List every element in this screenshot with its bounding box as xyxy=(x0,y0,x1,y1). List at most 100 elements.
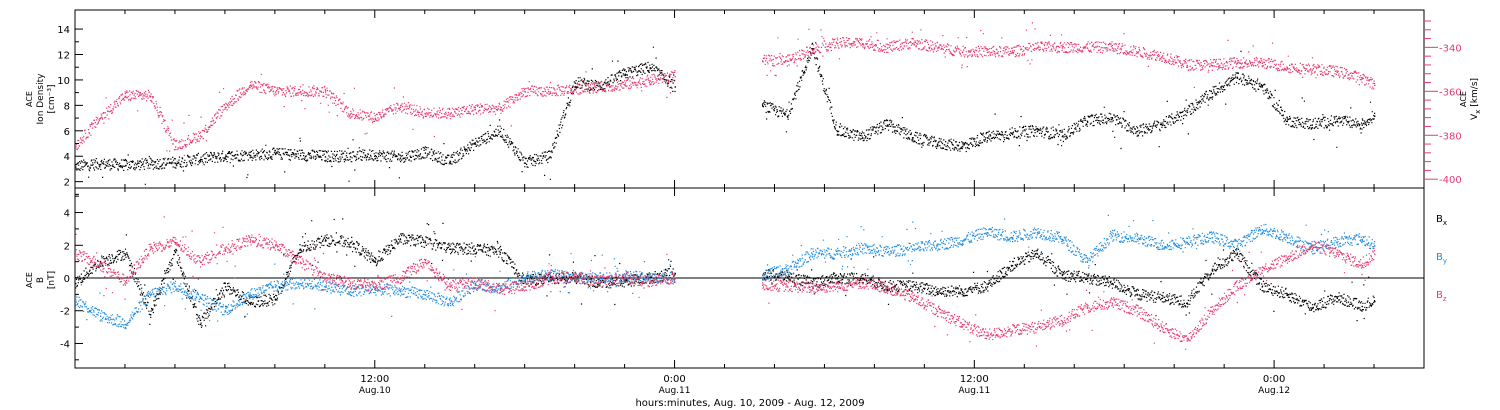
data-point xyxy=(961,146,964,148)
data-point xyxy=(836,286,839,288)
data-point xyxy=(936,245,939,247)
data-point xyxy=(1311,124,1313,126)
data-point xyxy=(249,154,252,157)
data-point xyxy=(836,42,839,45)
data-point xyxy=(75,166,77,168)
data-point xyxy=(1236,77,1239,79)
data-point xyxy=(1374,84,1376,87)
data-point xyxy=(599,278,602,280)
data-point xyxy=(449,113,452,115)
data-point xyxy=(1311,69,1313,71)
data-point xyxy=(1261,86,1264,88)
y-tick-label-left: 4 xyxy=(64,209,70,220)
data-point xyxy=(961,291,964,293)
data-point xyxy=(1261,228,1264,231)
data-point xyxy=(986,286,989,288)
data-point xyxy=(324,91,327,93)
data-point xyxy=(961,323,964,326)
x-tick-label-time: 0:00 xyxy=(1263,374,1285,385)
data-point xyxy=(1236,286,1239,288)
y-tick-label-right: -400 xyxy=(1439,175,1462,186)
data-point xyxy=(1374,253,1376,255)
data-point xyxy=(424,113,427,115)
y-tick-label-right: -340 xyxy=(1439,43,1462,54)
data-point xyxy=(1011,264,1014,267)
data-point xyxy=(761,105,764,107)
x-tick-label-time: 12:00 xyxy=(360,374,389,385)
legend-entry-bz: Bz xyxy=(1436,290,1447,303)
data-point xyxy=(1011,51,1014,54)
y-axis-title-main: Ion Density xyxy=(36,73,46,125)
data-point xyxy=(75,253,77,255)
data-point xyxy=(836,130,839,133)
data-point xyxy=(1111,47,1114,49)
data-point xyxy=(399,157,402,159)
y-axis-title-right: ACEVx [km/s] xyxy=(1459,78,1482,120)
data-point xyxy=(811,49,814,51)
y-axis-title-unit: [cm⁻³] xyxy=(47,84,57,113)
y-axis-title-main: B xyxy=(36,277,46,283)
data-point xyxy=(624,73,626,75)
data-point xyxy=(349,282,352,285)
data-point xyxy=(499,289,502,291)
data-point xyxy=(1061,320,1064,322)
data-point xyxy=(149,248,152,250)
data-point xyxy=(836,253,839,255)
legend-label-main: B xyxy=(1436,214,1443,225)
data-point xyxy=(449,161,452,163)
data-point xyxy=(1374,115,1376,117)
y-tick-label-right: -360 xyxy=(1439,87,1462,98)
y-tick-label-left: 4 xyxy=(64,152,70,163)
x-tick-label-time: 0:00 xyxy=(663,374,685,385)
x-tick-label-date: Aug.10 xyxy=(359,386,391,396)
data-point xyxy=(1136,294,1139,296)
data-point xyxy=(761,284,764,286)
data-point xyxy=(449,248,452,250)
data-point xyxy=(324,278,327,280)
data-point xyxy=(1061,274,1064,277)
data-point xyxy=(424,242,427,244)
data-point xyxy=(911,248,914,250)
data-point xyxy=(1061,47,1064,49)
data-point xyxy=(811,253,814,255)
y-axis-title-ace: ACE xyxy=(25,272,34,288)
data-point xyxy=(474,143,477,145)
data-point xyxy=(1361,305,1363,308)
data-point xyxy=(75,299,77,301)
y-tick-label-left: 0 xyxy=(64,274,70,285)
y-tick-label-left: 2 xyxy=(64,178,70,189)
data-point xyxy=(374,289,377,291)
data-point xyxy=(861,42,864,45)
data-point xyxy=(1374,300,1376,303)
data-point xyxy=(649,278,651,280)
data-point xyxy=(1111,235,1114,237)
data-point xyxy=(174,286,177,288)
data-point xyxy=(124,253,127,255)
data-point xyxy=(674,278,676,280)
y-axis-title-ace: ACE xyxy=(25,91,34,107)
y-tick-label-left: 2 xyxy=(64,241,70,252)
data-point xyxy=(674,75,676,78)
data-point xyxy=(399,106,402,109)
y-tick-label-left: -4 xyxy=(60,339,70,350)
y-tick-label-right: -380 xyxy=(1439,131,1462,142)
y-tick-label-left: 8 xyxy=(64,101,70,112)
data-point xyxy=(624,281,626,283)
data-point xyxy=(199,135,202,137)
y-axis-title-right-main: V xyxy=(1470,113,1480,120)
y-axis-title-right-ace: ACE xyxy=(1459,91,1468,107)
data-point xyxy=(1011,330,1014,332)
data-point xyxy=(1086,307,1089,309)
data-point xyxy=(786,276,789,278)
data-points-dense xyxy=(75,214,1376,330)
data-point xyxy=(811,48,814,50)
top-panel-frame xyxy=(74,9,1425,189)
data-point xyxy=(786,269,789,272)
data-point xyxy=(399,238,402,241)
data-point xyxy=(986,137,989,139)
data-point xyxy=(1236,245,1239,247)
data-point xyxy=(1361,78,1363,80)
data-point xyxy=(786,60,789,62)
